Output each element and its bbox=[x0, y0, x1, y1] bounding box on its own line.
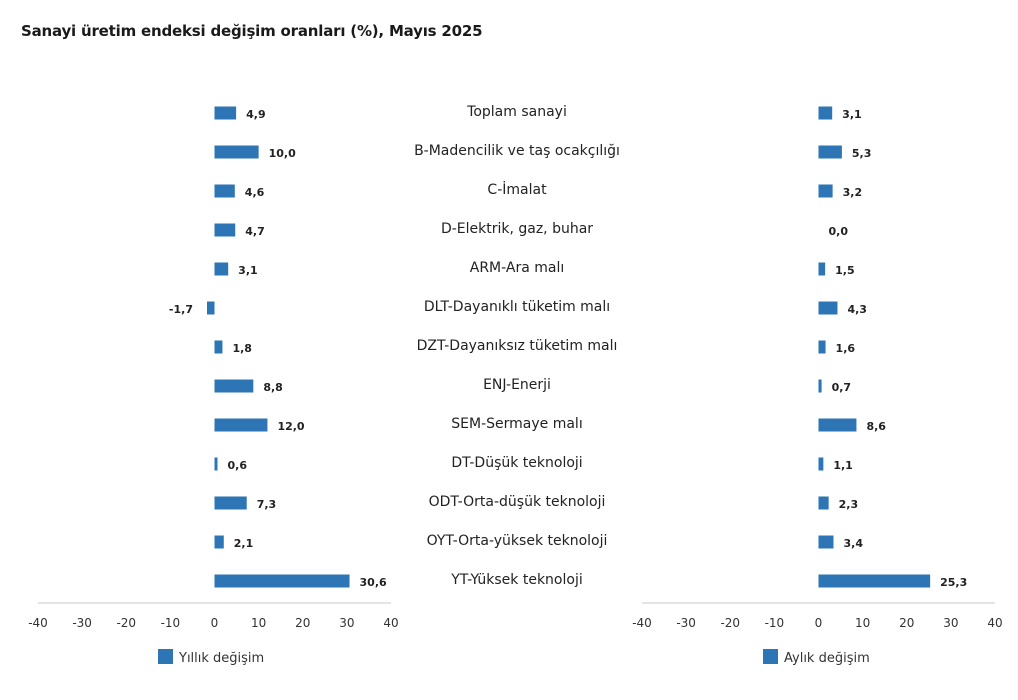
annual-change-panel: -40 -30 -20 -10 0 10 20 30 40 4,9 10,0 4,6 4,7 3,1 -1,… bbox=[28, 106, 399, 666]
annual-bar bbox=[214, 535, 224, 549]
monthly-data-label: 3,2 bbox=[843, 186, 863, 199]
monthly-data-label: 1,6 bbox=[836, 342, 856, 355]
monthly-data-label: 3,4 bbox=[844, 537, 864, 550]
annual-data-label: 4,6 bbox=[245, 186, 265, 199]
annual-legend-label: Yıllık değişim bbox=[178, 651, 264, 666]
monthly-bar bbox=[818, 496, 829, 510]
monthly-bar bbox=[818, 106, 833, 120]
annual-bar bbox=[214, 574, 350, 588]
monthly-legend-label: Aylık değişim bbox=[784, 651, 870, 666]
annual-bar bbox=[214, 379, 254, 393]
annual-data-label: 1,8 bbox=[232, 342, 252, 355]
annual-data-label: 8,8 bbox=[263, 381, 283, 394]
monthly-x-tick-label: 10 bbox=[855, 616, 870, 630]
annual-bar bbox=[214, 184, 235, 198]
category-label: ARM-Ara malı bbox=[470, 260, 565, 276]
annual-data-label: 2,1 bbox=[234, 537, 254, 550]
category-label: YT-Yüksek teknoloji bbox=[450, 572, 582, 588]
category-label: Toplam sanayi bbox=[466, 104, 567, 120]
annual-bar bbox=[214, 106, 237, 120]
annual-data-label: 12,0 bbox=[277, 420, 304, 433]
monthly-bar bbox=[818, 379, 822, 393]
category-label: ENJ-Enerji bbox=[483, 377, 551, 393]
monthly-bar bbox=[818, 457, 824, 471]
annual-bar bbox=[214, 496, 247, 510]
category-label: SEM-Sermaye malı bbox=[451, 416, 582, 432]
monthly-x-tick-label: -10 bbox=[765, 616, 785, 630]
monthly-x-tick-label: 20 bbox=[899, 616, 914, 630]
monthly-data-label: 4,3 bbox=[847, 303, 867, 316]
category-label: DZT-Dayanıksız tüketim malı bbox=[417, 338, 618, 354]
annual-bar bbox=[214, 340, 223, 354]
annual-data-label: 4,9 bbox=[246, 108, 266, 121]
annual-x-tick-label: 30 bbox=[339, 616, 354, 630]
annual-bar bbox=[214, 223, 236, 237]
monthly-x-tick-label: -30 bbox=[676, 616, 696, 630]
category-labels: Toplam sanayi B-Madencilik ve taş ocakçıl… bbox=[414, 104, 620, 588]
monthly-bar bbox=[818, 535, 834, 549]
annual-x-tick-label: -20 bbox=[116, 616, 136, 630]
monthly-legend-swatch bbox=[763, 649, 778, 664]
category-label: ODT-Orta-düşük teknoloji bbox=[429, 494, 606, 510]
monthly-bar bbox=[818, 574, 931, 588]
annual-bar bbox=[214, 457, 218, 471]
category-label: C-İmalat bbox=[487, 180, 547, 198]
monthly-x-tick-label: 0 bbox=[815, 616, 823, 630]
annual-legend-swatch bbox=[158, 649, 173, 664]
monthly-bar bbox=[818, 184, 833, 198]
monthly-data-label: 25,3 bbox=[940, 576, 967, 589]
category-label: DLT-Dayanıklı tüketim malı bbox=[424, 299, 610, 315]
monthly-data-label: 8,6 bbox=[866, 420, 886, 433]
monthly-data-label: 3,1 bbox=[842, 108, 862, 121]
annual-x-tick-label: 20 bbox=[295, 616, 310, 630]
annual-bar bbox=[214, 418, 268, 432]
annual-data-label: -1,7 bbox=[169, 303, 193, 316]
monthly-x-tick-label: 30 bbox=[943, 616, 958, 630]
annual-data-label: 30,6 bbox=[360, 576, 387, 589]
annual-bar bbox=[206, 301, 215, 315]
category-label: DT-Düşük teknoloji bbox=[451, 455, 582, 471]
annual-x-tick-label: -10 bbox=[161, 616, 181, 630]
monthly-change-panel: -40 -30 -20 -10 0 10 20 30 40 3,1 5,3 3,2 0,0 1,5 4,3 1… bbox=[632, 106, 1003, 666]
monthly-bar bbox=[818, 262, 826, 276]
category-label: B-Madencilik ve taş ocakçılığı bbox=[414, 143, 620, 159]
monthly-bar bbox=[818, 340, 826, 354]
monthly-data-label: 1,1 bbox=[833, 459, 853, 472]
annual-bar bbox=[214, 145, 259, 159]
category-label: OYT-Orta-yüksek teknoloji bbox=[427, 533, 608, 549]
chart-title: Sanayi üretim endeksi değişim oranları (… bbox=[21, 22, 483, 40]
annual-bar bbox=[214, 262, 229, 276]
annual-x-tick-label: 0 bbox=[211, 616, 219, 630]
annual-x-tick-label: 10 bbox=[251, 616, 266, 630]
monthly-bar bbox=[818, 418, 857, 432]
monthly-bar bbox=[818, 301, 838, 315]
annual-x-tick-label: -30 bbox=[72, 616, 92, 630]
annual-x-tick-label: -40 bbox=[28, 616, 48, 630]
monthly-bar bbox=[818, 145, 842, 159]
annual-data-label: 4,7 bbox=[245, 225, 265, 238]
monthly-data-label: 5,3 bbox=[852, 147, 872, 160]
annual-data-label: 10,0 bbox=[269, 147, 296, 160]
annual-data-label: 7,3 bbox=[257, 498, 277, 511]
annual-data-label: 3,1 bbox=[238, 264, 258, 277]
monthly-x-tick-label: -40 bbox=[632, 616, 652, 630]
annual-x-tick-label: 40 bbox=[383, 616, 398, 630]
monthly-x-tick-label: 40 bbox=[987, 616, 1002, 630]
monthly-data-label: 2,3 bbox=[839, 498, 859, 511]
monthly-data-label: 0,0 bbox=[829, 225, 849, 238]
monthly-data-label: 0,7 bbox=[832, 381, 852, 394]
monthly-data-label: 1,5 bbox=[835, 264, 855, 277]
annual-data-label: 0,6 bbox=[228, 459, 248, 472]
category-label: D-Elektrik, gaz, buhar bbox=[441, 221, 593, 237]
monthly-x-tick-label: -20 bbox=[720, 616, 740, 630]
